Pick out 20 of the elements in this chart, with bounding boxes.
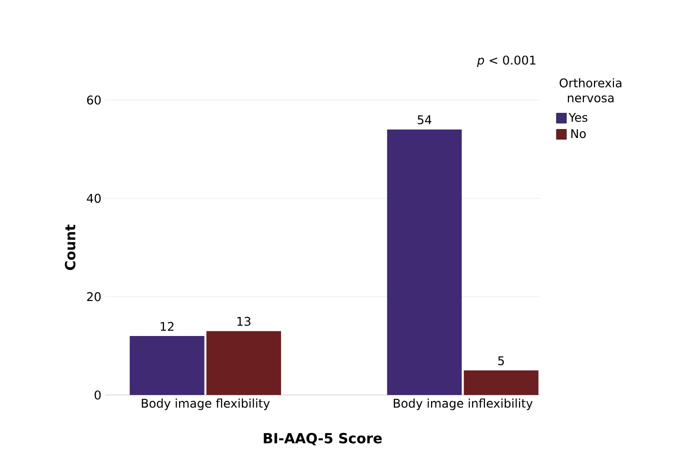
- y-axis-title: Count: [64, 224, 76, 270]
- y-tick-label: 20: [87, 292, 101, 302]
- bar: [464, 370, 538, 395]
- text: p < 0.001: [477, 56, 536, 67]
- data-label: 12: [160, 322, 174, 331]
- legend-label: No: [571, 129, 586, 138]
- x-axis-title: BI-AAQ-5 Score: [264, 432, 382, 446]
- y-tick-label: 0: [94, 390, 101, 400]
- y-tick-label: 40: [86, 194, 101, 203]
- bar: [387, 130, 462, 395]
- x-tick-label: Body image flexibility: [142, 398, 270, 410]
- data-label: 13: [237, 316, 250, 326]
- bar: [130, 336, 204, 395]
- data-label: 54: [418, 115, 432, 124]
- legend-label: Yes: [568, 113, 588, 122]
- data-label: 5: [498, 356, 504, 366]
- bar: [206, 331, 282, 395]
- x-tick-label: Body image inflexibility: [394, 398, 533, 410]
- legend-title: Orthorexia nervosa: [560, 78, 622, 102]
- y-tick-label: 60: [87, 95, 101, 105]
